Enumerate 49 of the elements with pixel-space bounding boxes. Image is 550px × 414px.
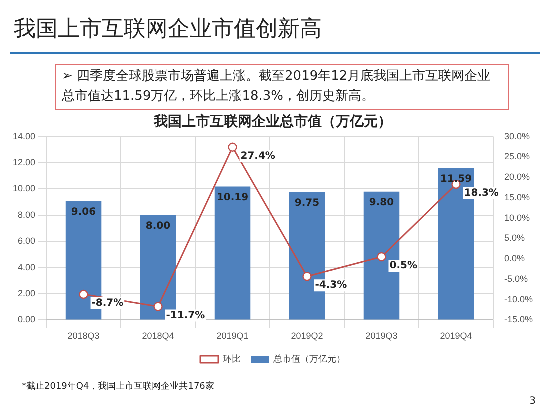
y2-tick-label: 15.0% [504, 192, 530, 202]
y-tick-label: 14.00 [12, 131, 36, 142]
y2-tick-label: -15.0% [504, 314, 534, 325]
x-tick-label: 2018Q4 [142, 331, 174, 342]
y-tick-label: 10.00 [12, 184, 36, 194]
x-tick-label: 2019Q1 [216, 331, 249, 342]
legend-label: 总市值（万亿元） [272, 354, 346, 364]
data-label: 18.3% [464, 188, 499, 200]
y-tick-label: 0.00 [18, 314, 36, 325]
y-tick-label: 12.00 [12, 157, 36, 168]
y2-tick-label: 20.0% [504, 172, 530, 182]
x-tick-label: 2019Q4 [440, 331, 472, 342]
data-label: -8.7% [92, 298, 124, 310]
chart-title: 我国上市互联网企业总市值（万亿元） [153, 113, 392, 130]
point [154, 302, 163, 312]
y2-tick-label: 5.0% [504, 233, 525, 244]
text: 3 [530, 396, 536, 407]
y-tick-label: 2.00 [18, 288, 36, 298]
bar [214, 186, 251, 320]
text: 我国上市互联网企业市值创新高 [14, 16, 322, 44]
y2-tick-label: -5.0% [504, 274, 528, 284]
data-label: 9.80 [369, 197, 394, 208]
y2-tick-label: 25.0% [504, 152, 530, 162]
y-tick-label: 4.00 [18, 262, 36, 272]
x-tick-label: 2018Q3 [68, 331, 100, 342]
data-label: -4.3% [315, 280, 348, 292]
text: *截止2019年Q4，我国上市互联网企业共176家 [22, 380, 214, 393]
y2-tick-label: 0.0% [504, 254, 525, 264]
data-label: 9.75 [294, 198, 320, 210]
text: ➢ 四季度全球股票市场普遍上涨。截至2019年12月底我国上市互联网企业总市值达11.59万亿，环比上涨18.3%，创历史新高。 [55, 64, 509, 110]
legend-label: 环比 [223, 354, 241, 364]
point [79, 290, 88, 300]
x-tick-label: 2019Q3 [366, 331, 398, 342]
point [228, 142, 238, 152]
y2-tick-label: 10.0% [504, 212, 530, 223]
y-tick-label: 8.00 [18, 210, 36, 220]
data-label: 9.06 [71, 207, 96, 218]
data-label: 10.19 [216, 192, 249, 204]
data-label: 27.4% [240, 150, 276, 162]
data-label: 11.59 [440, 174, 472, 185]
x-tick-label: 2019Q2 [291, 331, 324, 342]
y-tick-label: 6.00 [18, 236, 36, 246]
point [302, 272, 312, 282]
data-label: 8.00 [146, 220, 171, 232]
data-label: -11.7% [166, 310, 206, 322]
data-label: 0.5% [390, 260, 418, 272]
y2-tick-label: -10.0% [504, 294, 534, 304]
point [377, 252, 386, 262]
y2-tick-label: 30.0% [504, 131, 530, 142]
